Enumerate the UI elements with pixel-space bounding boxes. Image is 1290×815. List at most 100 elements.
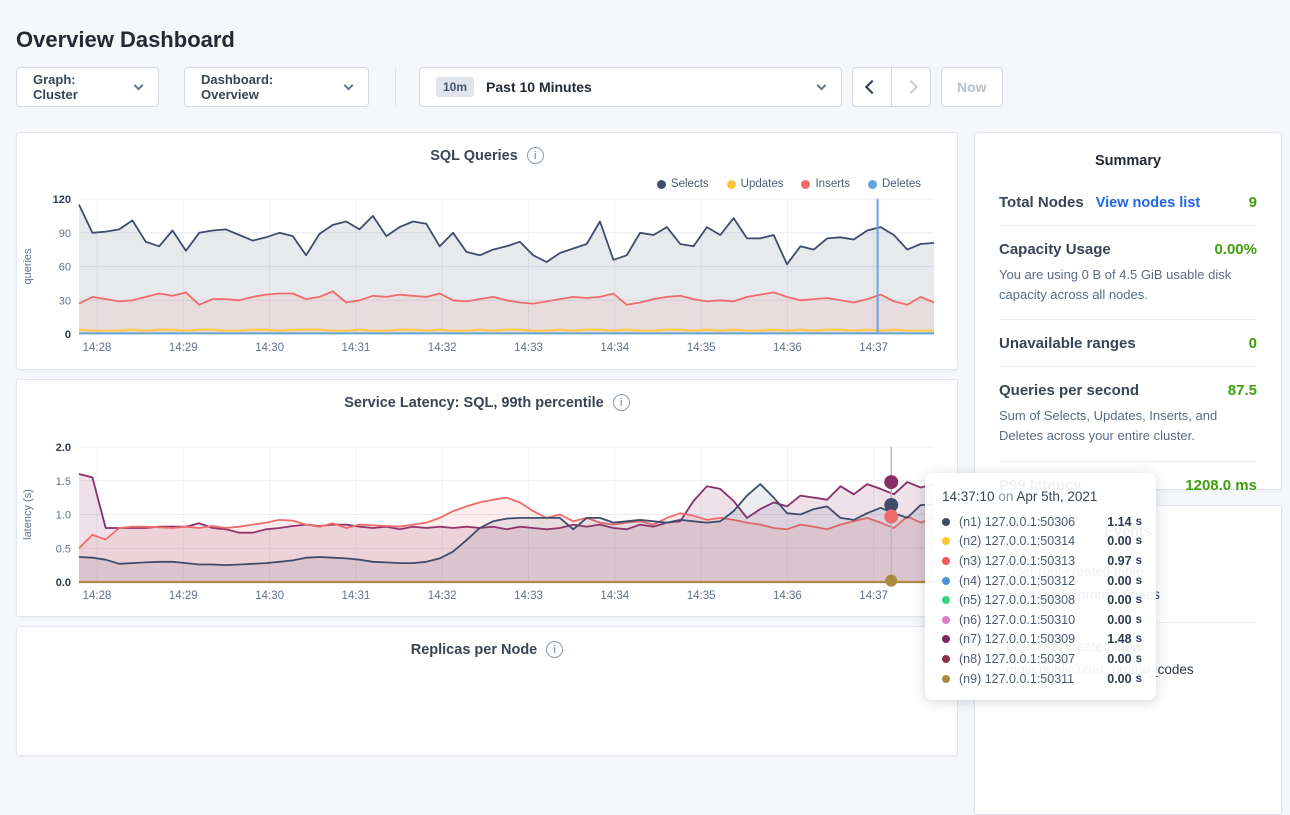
svg-text:14:29: 14:29: [169, 342, 198, 354]
tooltip-node-row: (n1) 127.0.0.1:503061.14 s: [942, 512, 1142, 532]
chart-title-text: Replicas per Node: [411, 642, 538, 658]
metric-label: Unavailable ranges: [999, 335, 1136, 352]
tooltip-node-row: (n9) 127.0.0.1:503110.00s: [942, 669, 1142, 689]
tooltip-node-row: (n5) 127.0.0.1:503080.00 s: [942, 590, 1142, 610]
legend-label: Updates: [741, 178, 784, 190]
legend-item-inserts[interactable]: Inserts: [801, 178, 850, 190]
svg-text:14:32: 14:32: [428, 590, 457, 602]
metric-description: Sum of Selects, Updates, Inserts, and De…: [999, 406, 1257, 446]
node-latency-value: 1.48: [1107, 632, 1131, 646]
dashboard-toolbar: Graph: Cluster Dashboard: Overview 10m P…: [16, 67, 1003, 107]
node-latency-value: 1.14: [1107, 515, 1131, 529]
latency-unit: s: [1136, 633, 1142, 645]
summary-metrics: Total Nodes View nodes list 9 Capacity U…: [975, 179, 1281, 508]
info-icon[interactable]: i: [527, 147, 544, 164]
tooltip-node-row: (n3) 127.0.0.1:503130.97s: [942, 551, 1142, 571]
chevron-down-icon: [344, 80, 354, 90]
svg-text:30: 30: [59, 295, 71, 307]
node-series-dot-icon: [942, 518, 950, 526]
legend-item-selects[interactable]: Selects: [657, 178, 709, 190]
service-latency-plot[interactable]: 0.00.51.01.52.014:2814:2914:3014:3114:32…: [17, 441, 959, 613]
node-series-dot-icon: [942, 577, 950, 585]
time-prev-button[interactable]: [852, 67, 892, 107]
svg-text:14:30: 14:30: [255, 590, 284, 602]
svg-text:14:32: 14:32: [428, 342, 457, 354]
svg-text:14:33: 14:33: [514, 590, 543, 602]
time-range-dropdown[interactable]: 10m Past 10 Minutes: [419, 67, 842, 107]
chart-title-text: Service Latency: SQL, 99th percentile: [344, 395, 604, 411]
node-address: (n9) 127.0.0.1:50311: [959, 672, 1107, 686]
node-address: (n8) 127.0.0.1:50307: [959, 652, 1107, 666]
svg-text:14:36: 14:36: [773, 342, 802, 354]
latency-unit: s: [1136, 594, 1142, 606]
svg-text:latency (s): latency (s): [22, 489, 34, 540]
legend-label: Selects: [671, 178, 709, 190]
info-icon[interactable]: i: [613, 394, 630, 411]
svg-text:120: 120: [53, 194, 71, 206]
updates-dot-icon: [727, 180, 736, 189]
sql-queries-plot[interactable]: 030609012014:2814:2914:3014:3114:3214:33…: [17, 193, 959, 365]
svg-text:2.0: 2.0: [56, 442, 71, 454]
chevron-right-icon: [904, 80, 918, 94]
metric-label: Capacity Usage: [999, 241, 1111, 258]
svg-text:14:28: 14:28: [83, 590, 112, 602]
node-series-dot-icon: [942, 596, 950, 604]
service-latency-chart-card: Service Latency: SQL, 99th percentile i …: [16, 379, 958, 617]
legend-item-deletes[interactable]: Deletes: [868, 178, 921, 190]
tooltip-node-rows: (n1) 127.0.0.1:503061.14 s (n2) 127.0.0.1:…: [942, 512, 1142, 688]
metric-label: Queries per second: [999, 382, 1139, 399]
latency-unit: s: [1136, 575, 1142, 587]
node-series-dot-icon: [942, 675, 950, 683]
view-nodes-list-link[interactable]: View nodes list: [1096, 195, 1201, 211]
node-latency-value: 0.00: [1107, 534, 1131, 548]
svg-text:14:35: 14:35: [687, 590, 716, 602]
dashboard-select-dropdown[interactable]: Dashboard: Overview: [184, 67, 369, 107]
node-latency-value: 0.00: [1107, 593, 1131, 607]
tooltip-date: Apr 5th, 2021: [1016, 489, 1097, 504]
svg-text:14:35: 14:35: [687, 342, 716, 354]
metric-value: 0.00%: [1214, 241, 1257, 258]
node-series-dot-icon: [942, 616, 950, 624]
toolbar-divider: [395, 68, 396, 106]
svg-text:14:34: 14:34: [600, 342, 629, 354]
graph-scope-label: Graph: Cluster: [33, 72, 123, 102]
svg-text:1.5: 1.5: [56, 476, 71, 488]
graph-scope-dropdown[interactable]: Graph: Cluster: [16, 67, 159, 107]
svg-text:14:30: 14:30: [255, 342, 284, 354]
node-latency-value: 0.00: [1107, 613, 1131, 627]
node-latency-value: 0.97: [1107, 554, 1131, 568]
svg-text:14:33: 14:33: [514, 342, 543, 354]
tooltip-node-row: (n7) 127.0.0.1:503091.48s: [942, 630, 1142, 650]
legend-item-updates[interactable]: Updates: [727, 178, 784, 190]
chevron-down-icon: [817, 80, 827, 90]
node-address: (n6) 127.0.0.1:50310: [959, 613, 1107, 627]
svg-text:14:37: 14:37: [859, 590, 888, 602]
replicas-chart-title: Replicas per Node i: [17, 641, 957, 658]
node-series-dot-icon: [942, 537, 950, 545]
dashboard-select-label: Dashboard: Overview: [201, 72, 333, 102]
metric-queries-per-second: Queries per second 87.5 Sum of Selects, …: [999, 366, 1257, 460]
chevron-left-icon: [865, 80, 879, 94]
svg-text:90: 90: [59, 228, 71, 240]
metric-total-nodes: Total Nodes View nodes list 9: [999, 179, 1257, 225]
chart-hover-tooltip: 14:37:10 on Apr 5th, 2021 (n1) 127.0.0.1…: [925, 473, 1156, 700]
summary-title: Summary: [975, 153, 1281, 169]
tooltip-node-row: (n2) 127.0.0.1:503140.00s: [942, 532, 1142, 552]
replicas-per-node-chart-card: Replicas per Node i: [16, 626, 958, 756]
metric-capacity-usage: Capacity Usage 0.00% You are using 0 B o…: [999, 225, 1257, 319]
metric-description: You are using 0 B of 4.5 GiB usable disk…: [999, 265, 1257, 305]
time-next-button[interactable]: [891, 67, 931, 107]
svg-text:14:31: 14:31: [342, 590, 371, 602]
now-button[interactable]: Now: [941, 67, 1003, 107]
info-icon[interactable]: i: [546, 641, 563, 658]
sql-queries-legend: Selects Updates Inserts Deletes: [657, 178, 921, 190]
node-address: (n5) 127.0.0.1:50308: [959, 593, 1107, 607]
svg-text:14:37: 14:37: [859, 342, 888, 354]
latency-unit: s: [1136, 516, 1142, 528]
node-address: (n1) 127.0.0.1:50306: [959, 515, 1107, 529]
node-latency-value: 0.00: [1107, 672, 1131, 686]
deletes-dot-icon: [868, 180, 877, 189]
svg-text:60: 60: [59, 262, 71, 274]
svg-text:0: 0: [65, 329, 71, 341]
node-address: (n3) 127.0.0.1:50313: [959, 554, 1107, 568]
